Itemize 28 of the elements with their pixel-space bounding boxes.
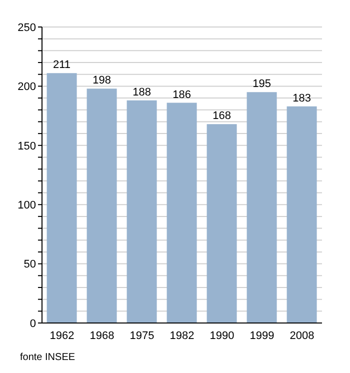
y-tick-label: 150: [18, 140, 36, 152]
bar: [46, 73, 77, 323]
x-tick-label: 1990: [210, 330, 234, 342]
y-tick-label: 250: [18, 22, 36, 34]
y-tick-label: 100: [18, 200, 36, 212]
x-tick-label: 1962: [50, 330, 74, 342]
x-tick-label: 1982: [170, 330, 194, 342]
data-label: 195: [252, 78, 271, 90]
x-tick-label: 1999: [250, 330, 274, 342]
bar: [206, 124, 237, 323]
data-label: 188: [132, 86, 151, 98]
bar: [286, 106, 317, 323]
data-label: 211: [53, 59, 71, 72]
data-label: 186: [172, 88, 191, 101]
bar: [166, 102, 197, 323]
data-label: 198: [92, 74, 111, 87]
bar: [126, 100, 157, 323]
y-tick-label: 200: [18, 81, 36, 94]
data-label: 168: [212, 110, 231, 122]
x-tick-label: 2008: [290, 330, 314, 342]
x-tick-label: 1975: [130, 330, 154, 342]
y-tick-label: 50: [24, 258, 36, 271]
source-note: fonte INSEE: [20, 352, 76, 363]
bar: [86, 88, 117, 323]
bar: [246, 92, 277, 323]
data-label: 183: [292, 92, 311, 104]
x-tick-label: 1968: [90, 330, 114, 342]
y-tick-label: 0: [30, 318, 36, 330]
